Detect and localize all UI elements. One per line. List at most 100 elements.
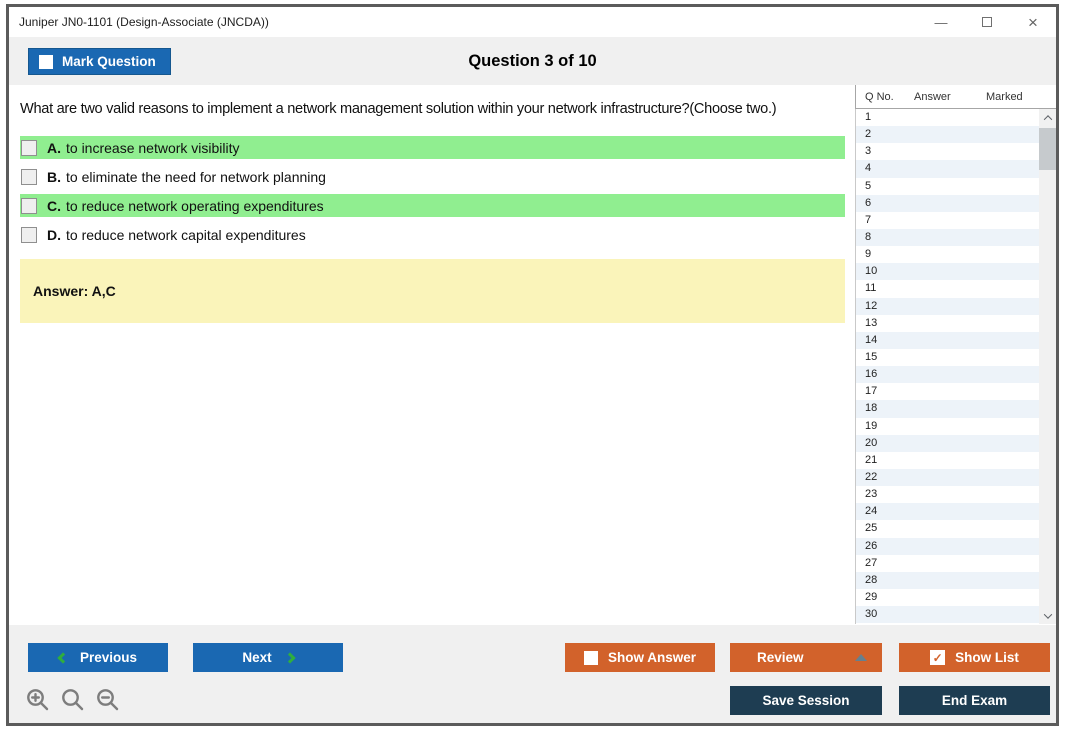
triangle-up-icon: [855, 654, 867, 661]
question-list-row[interactable]: 10: [856, 263, 1039, 281]
question-list-header: Q No. Answer Marked: [855, 85, 1056, 109]
question-list-row[interactable]: 9: [856, 246, 1039, 264]
question-list-rows: 1 2 3 4 5 6 7 8 9 10 11 12 13 14 15 16 17 18 19 20 21 22 23 24 2…: [855, 109, 1039, 624]
question-list-row[interactable]: 17: [856, 383, 1039, 401]
show-list-checkbox-icon: ✓: [930, 650, 946, 665]
mark-question-button[interactable]: Mark Question: [28, 48, 171, 75]
zoom-out-icon: [97, 689, 119, 711]
question-list-row[interactable]: 18: [856, 400, 1039, 418]
answer-text: Answer: A,C: [33, 283, 116, 299]
close-icon: ×: [1028, 12, 1038, 32]
question-list-row[interactable]: 11: [856, 280, 1039, 298]
magnifier-icon: [62, 689, 84, 711]
question-list-row[interactable]: 28: [856, 571, 1039, 589]
column-qno: Q No.: [865, 90, 894, 103]
question-list-row[interactable]: 20: [856, 434, 1039, 452]
show-answer-checkbox-icon: [583, 650, 598, 665]
chevron-up-icon: [1043, 114, 1052, 124]
question-list-row[interactable]: 30: [856, 606, 1039, 624]
option-d-text: to reduce network capital expenditures: [66, 226, 306, 243]
question-list-row[interactable]: 2: [856, 126, 1039, 144]
option-d-checkbox[interactable]: [21, 226, 37, 243]
option-a-letter: A.: [47, 139, 61, 156]
question-list-row[interactable]: 29: [856, 588, 1039, 607]
option-b-checkbox[interactable]: [21, 168, 37, 185]
window-controls: — ×: [918, 7, 1056, 37]
save-session-label: Save Session: [762, 693, 850, 708]
next-button[interactable]: Next: [193, 643, 343, 672]
next-label: Next: [242, 650, 272, 665]
question-list-row[interactable]: 1: [856, 109, 1039, 127]
option-c-text: to reduce network operating expenditures: [66, 197, 324, 214]
question-list-panel: Q No. Answer Marked 1 2 3 4 5 6 7 8 9 10 11 12 13 14 1…: [855, 85, 1056, 624]
option-row-a[interactable]: A. to increase network visibility: [20, 136, 845, 159]
column-marked: Marked: [986, 90, 1023, 103]
question-list-row[interactable]: 19: [856, 417, 1039, 435]
question-list-row[interactable]: 22: [856, 468, 1039, 487]
question-list-row[interactable]: 21: [856, 451, 1039, 469]
option-row-d[interactable]: D. to reduce network capital expenditure…: [20, 223, 845, 246]
scroll-up-button[interactable]: [1039, 109, 1056, 126]
option-b-text: to eliminate the need for network planni…: [66, 168, 326, 185]
maximize-button[interactable]: [964, 7, 1010, 37]
question-list-scrollbar[interactable]: [1039, 109, 1056, 624]
question-list-row[interactable]: 8: [856, 228, 1039, 247]
zoom-in-button[interactable]: [25, 687, 51, 713]
window-title: Juniper JN0-1101 (Design-Associate (JNCD…: [19, 15, 269, 29]
question-list-row[interactable]: 4: [856, 160, 1039, 178]
option-c-checkbox[interactable]: [21, 197, 37, 214]
chevron-right-icon: [283, 651, 296, 664]
question-counter: Question 3 of 10: [468, 51, 597, 70]
mark-question-label: Mark Question: [62, 54, 156, 69]
option-row-b[interactable]: B. to eliminate the need for network pla…: [20, 165, 845, 188]
close-button[interactable]: ×: [1010, 7, 1056, 37]
scroll-down-button[interactable]: [1039, 607, 1056, 624]
column-answer: Answer: [914, 90, 951, 103]
option-row-c[interactable]: C. to reduce network operating expenditu…: [20, 194, 845, 217]
show-list-label: Show List: [955, 650, 1019, 665]
previous-button[interactable]: Previous: [28, 643, 168, 672]
titlebar: Juniper JN0-1101 (Design-Associate (JNCD…: [9, 7, 1056, 37]
review-button[interactable]: Review: [730, 643, 882, 672]
zoom-in-icon: [27, 689, 49, 711]
end-exam-label: End Exam: [941, 693, 1008, 708]
answer-box: Answer: A,C: [20, 259, 845, 323]
question-list-row[interactable]: 24: [856, 503, 1039, 521]
mark-question-checkbox-icon: [39, 54, 53, 69]
option-b-letter: B.: [47, 168, 61, 185]
chevron-down-icon: [1043, 609, 1052, 619]
end-exam-button[interactable]: End Exam: [899, 686, 1050, 715]
previous-label: Previous: [79, 650, 138, 665]
question-list-row[interactable]: 3: [856, 143, 1039, 161]
save-session-button[interactable]: Save Session: [730, 686, 882, 715]
question-list-row[interactable]: 23: [856, 486, 1039, 504]
scrollbar-thumb[interactable]: [1039, 128, 1056, 170]
question-list-row[interactable]: 16: [856, 366, 1039, 384]
zoom-reset-button[interactable]: [60, 687, 86, 713]
question-list-row[interactable]: 14: [856, 331, 1039, 349]
option-d-letter: D.: [47, 226, 61, 243]
question-list-row[interactable]: 25: [856, 520, 1039, 538]
question-list-row[interactable]: 13: [856, 314, 1039, 332]
question-list-row[interactable]: 27: [856, 554, 1039, 572]
show-list-button[interactable]: ✓ Show List: [899, 643, 1050, 672]
question-list-row[interactable]: 7: [856, 211, 1039, 229]
question-list-row[interactable]: 5: [856, 177, 1039, 195]
question-text: What are two valid reasons to implement …: [20, 101, 777, 117]
review-label: Review: [757, 650, 804, 665]
zoom-out-button[interactable]: [95, 687, 121, 713]
maximize-icon: [982, 17, 992, 27]
header-band: Question 3 of 10 Mark Question: [9, 37, 1056, 85]
question-list-row[interactable]: 12: [856, 297, 1039, 315]
minimize-button[interactable]: —: [918, 7, 964, 37]
question-list-row[interactable]: 6: [856, 194, 1039, 212]
option-a-text: to increase network visibility: [66, 139, 240, 156]
question-list-body: 1 2 3 4 5 6 7 8 9 10 11 12 13 14 15 16 17 18 19 20 21 22 23 24 2…: [855, 109, 1056, 624]
bottom-bar: Previous Next Show Answer Review ✓ Show …: [9, 625, 1056, 723]
option-a-checkbox[interactable]: [21, 139, 37, 156]
show-answer-label: Show Answer: [607, 650, 696, 665]
question-list-row[interactable]: 15: [856, 348, 1039, 367]
question-list-row[interactable]: 26: [856, 537, 1039, 555]
chevron-left-icon: [57, 651, 69, 664]
show-answer-button[interactable]: Show Answer: [565, 643, 715, 672]
